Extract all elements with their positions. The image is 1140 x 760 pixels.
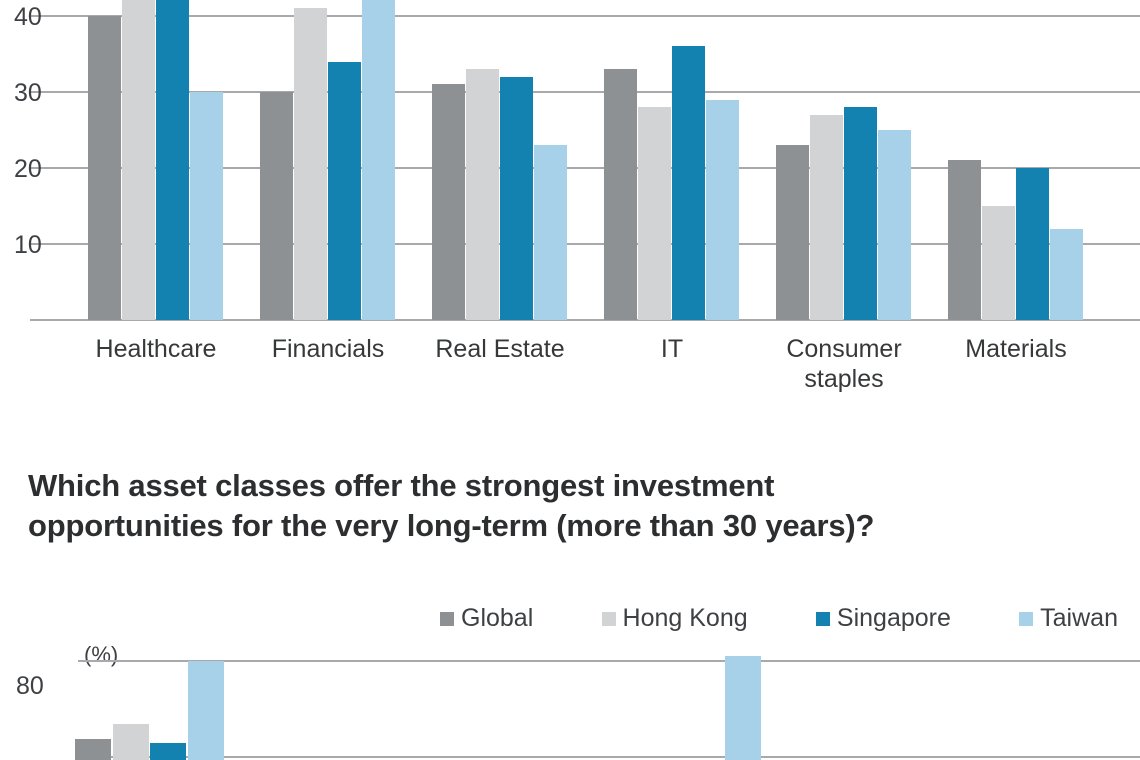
y-tick-label-20: 20 — [14, 155, 42, 183]
bar-hong-kong-financials — [294, 8, 327, 320]
bar-global-financials — [260, 92, 293, 320]
bar-singapore-group1 — [150, 743, 186, 760]
bar-taiwan-financials — [362, 0, 395, 320]
bar-taiwan-group1 — [187, 661, 224, 760]
bar-singapore-materials — [1016, 168, 1049, 320]
bar-singapore-financials — [328, 61, 361, 320]
legend-item-global: Global — [440, 604, 533, 633]
question-title: Which asset classes offer the strongest … — [28, 466, 874, 546]
legend-swatch-global — [440, 611, 454, 626]
bar-global-materials — [948, 160, 981, 320]
bar-global-healthcare — [88, 16, 121, 320]
question-line-1: Which asset classes offer the strongest … — [28, 468, 775, 503]
bar-taiwan-group4 — [724, 656, 761, 760]
bar-hong-kong-group1 — [112, 724, 149, 760]
bar-singapore-real-estate — [500, 76, 533, 320]
bar-taiwan-it — [706, 99, 739, 320]
bar-taiwan-real-estate — [534, 145, 567, 320]
gridline-30 — [30, 91, 1140, 93]
category-label-healthcare: Healthcare — [95, 335, 217, 363]
legend-item-hong-kong: Hong Kong — [601, 604, 748, 633]
bar-hong-kong-real-estate — [466, 69, 499, 320]
bar-global-group1 — [75, 738, 111, 760]
bar-hong-kong-healthcare — [122, 0, 155, 320]
category-label-materials: Materials — [965, 335, 1067, 363]
bar-global-real-estate — [432, 84, 465, 320]
chart-legend: Global Hong Kong Singapore Taiwan — [440, 604, 1118, 633]
bar-hong-kong-consumer-staples — [810, 114, 843, 320]
bar-hong-kong-materials — [982, 206, 1015, 320]
gridline-40 — [30, 15, 1140, 17]
bar-global-consumer-staples — [776, 145, 809, 320]
gridline-20 — [30, 167, 1140, 169]
y-tick-label-10: 10 — [14, 231, 42, 259]
legend-label-global: Global — [461, 604, 534, 632]
asset-class-bar-chart: (%) 80 — [0, 630, 1140, 760]
bar-taiwan-consumer-staples — [878, 130, 911, 320]
legend-label-taiwan: Taiwan — [1040, 604, 1118, 632]
bar-taiwan-healthcare — [190, 92, 223, 320]
legend-label-hong-kong: Hong Kong — [622, 604, 748, 632]
legend-item-singapore: Singapore — [815, 604, 951, 633]
question-line-2: opportunities for the very long-term (mo… — [28, 508, 875, 543]
category-label-it: IT — [660, 335, 684, 363]
bar-singapore-consumer-staples — [844, 107, 877, 320]
x-axis-line — [30, 319, 1140, 321]
bar-singapore-it — [672, 46, 705, 320]
category-label-consumer-staples: Consumer staples — [786, 335, 902, 393]
y-tick-label-30: 30 — [14, 79, 42, 107]
legend-label-singapore: Singapore — [836, 604, 951, 632]
category-label-real-estate: Real Estate — [435, 335, 565, 363]
y-tick-label-40: 40 — [14, 3, 42, 31]
gridline-80 — [78, 660, 1140, 662]
gridline-lower — [78, 756, 1140, 758]
gridline-10 — [30, 243, 1140, 245]
bar-hong-kong-it — [638, 107, 671, 320]
legend-swatch-taiwan — [1019, 611, 1034, 626]
y-axis-unit-label: (%) — [84, 642, 119, 667]
legend-swatch-singapore — [815, 611, 830, 626]
bar-taiwan-materials — [1050, 228, 1083, 320]
y-tick-label-80: 80 — [16, 672, 44, 700]
sector-bar-chart: 10 20 30 40 Healthcare Financials Real Estate I… — [14, 0, 1140, 393]
legend-swatch-hong-kong — [601, 611, 616, 626]
legend-item-taiwan: Taiwan — [1019, 604, 1118, 633]
bar-singapore-healthcare — [156, 0, 189, 320]
bar-global-it — [604, 69, 637, 320]
category-label-financials: Financials — [271, 335, 385, 363]
